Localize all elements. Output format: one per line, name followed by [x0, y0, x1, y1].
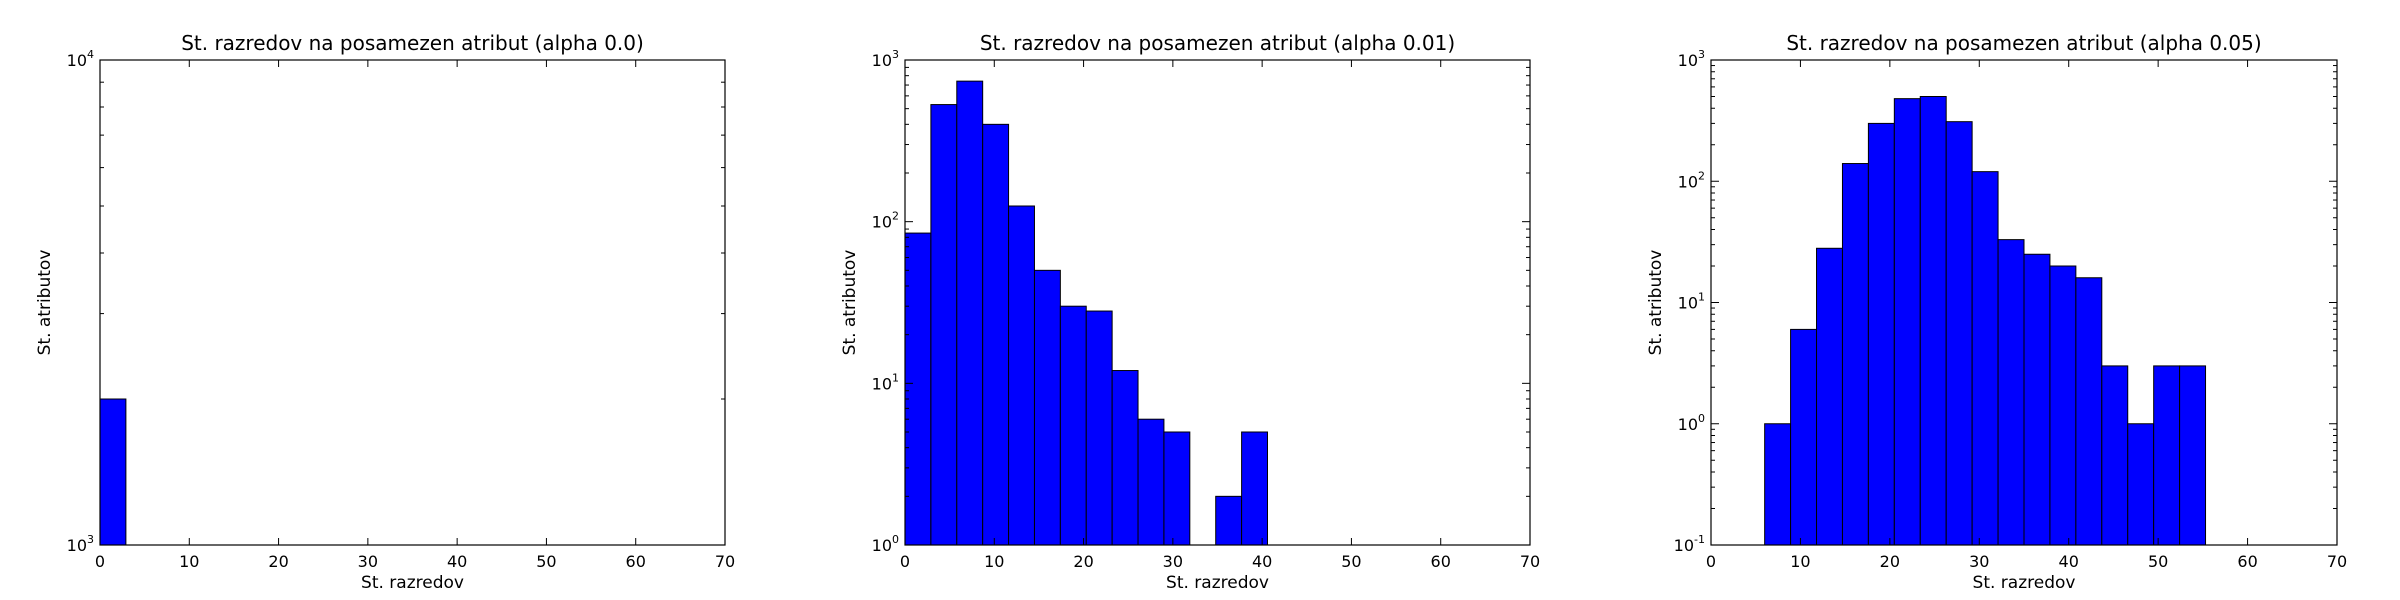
histogram-bar: [1841, 163, 1869, 546]
x-tick-label: 10: [1790, 552, 1810, 571]
histogram-bar: [1997, 239, 2025, 546]
histogram-bar: [2049, 265, 2077, 546]
histogram-bar: [2023, 253, 2051, 546]
chart-title: St. razredov na posamezen atribut (alpha…: [980, 31, 1455, 55]
histogram-bar: [2179, 365, 2207, 546]
histogram-bar: [1215, 495, 1243, 546]
chart-panel-2: 0 10 20 30 40 50 60 70 100 101 102 103 St. razredov …: [840, 31, 1540, 593]
histogram-bar: [1971, 171, 1999, 546]
histogram-bar: [1790, 328, 1818, 546]
histogram-bar: [2075, 277, 2103, 546]
x-tick-label: 20: [1073, 552, 1093, 571]
x-tick-label: 70: [715, 552, 735, 571]
histogram-bar: [1163, 431, 1191, 546]
histogram-bar: [1111, 370, 1139, 546]
y-tick-label: 101: [1678, 291, 1705, 313]
y-tick-label: 103: [872, 48, 899, 70]
x-tick-label: 70: [2327, 552, 2347, 571]
x-tick-label: 30: [1163, 552, 1183, 571]
histogram-bar: [1241, 431, 1269, 546]
y-axis-label: St. atributov: [840, 250, 860, 356]
histogram-bar: [99, 398, 127, 546]
y-tick-label: 101: [872, 371, 899, 393]
x-tick-label: 40: [2059, 552, 2079, 571]
x-tick-label: 40: [447, 552, 467, 571]
x-tick-label: 60: [626, 552, 646, 571]
histogram-bar: [1867, 122, 1895, 546]
x-tick-label: 10: [179, 552, 199, 571]
histogram-bar: [1137, 418, 1165, 546]
histogram-bar: [2153, 365, 2181, 546]
x-tick-label: 10: [984, 552, 1004, 571]
plot-area: [100, 60, 725, 545]
x-tick-label: 50: [2148, 552, 2168, 571]
x-tick-label: 50: [536, 552, 556, 571]
histogram-bar: [1008, 205, 1035, 546]
histogram-bar: [1919, 95, 1947, 546]
y-tick-label: 100: [1678, 412, 1705, 434]
y-tick-label: 104: [67, 48, 94, 70]
x-tick-label: 0: [95, 552, 105, 571]
y-tick-label: 102: [872, 210, 899, 232]
axes-frame: [904, 59, 1531, 546]
x-tick-label: 30: [358, 552, 378, 571]
histogram-bar: [1764, 423, 1792, 546]
histogram-bar: [930, 104, 958, 546]
y-axis-label: St. atributov: [35, 250, 55, 356]
x-axis-label: St. razredov: [361, 573, 464, 593]
x-axis-label: St. razredov: [1166, 573, 1269, 593]
chart-title: St. razredov na posamezen atribut (alpha…: [1786, 31, 2261, 55]
y-tick-label: 103: [1678, 48, 1705, 70]
axes-frame: [1710, 59, 2338, 546]
x-tick-label: 20: [1880, 552, 1900, 571]
x-axis-label: St. razredov: [1973, 573, 2076, 593]
histogram-bar: [904, 232, 932, 546]
x-tick-label: 70: [1520, 552, 1540, 571]
histogram-bar: [1945, 121, 1973, 546]
x-tick-label: 0: [1706, 552, 1716, 571]
axes-frame: [99, 59, 726, 546]
x-tick-label: 20: [268, 552, 288, 571]
y-tick-label: 102: [1678, 169, 1705, 191]
histogram-bar: [2127, 423, 2155, 546]
y-axis-label: St. atributov: [1646, 250, 1666, 356]
histogram-bar: [1059, 305, 1087, 546]
y-tick-label: 100: [872, 533, 899, 555]
histogram-bar: [2101, 365, 2129, 546]
chart-panel-1: 0 10 20 30 40 50 60 70 103 104 St. razredov na pos…: [35, 31, 735, 593]
x-tick-label: 0: [900, 552, 910, 571]
y-tick-label: 103: [67, 533, 94, 555]
x-tick-label: 50: [1341, 552, 1361, 571]
histogram-bar: [982, 123, 1010, 546]
histogram-bar: [1085, 310, 1113, 546]
histogram-bar: [1033, 269, 1061, 546]
x-tick-label: 40: [1252, 552, 1272, 571]
histogram-bar: [1816, 247, 1843, 546]
histogram-bar: [1893, 98, 1921, 546]
y-tick-label: 10-1: [1674, 533, 1705, 555]
x-tick-label: 60: [1431, 552, 1451, 571]
histogram-bar: [956, 80, 984, 546]
chart-panel-3: 0 10 20 30 40 50 60 70 10-1 100 101 102 103 St. razre…: [1646, 31, 2347, 593]
chart-title: St. razredov na posamezen atribut (alpha…: [181, 31, 644, 55]
x-tick-label: 60: [2237, 552, 2257, 571]
x-tick-label: 30: [1969, 552, 1989, 571]
